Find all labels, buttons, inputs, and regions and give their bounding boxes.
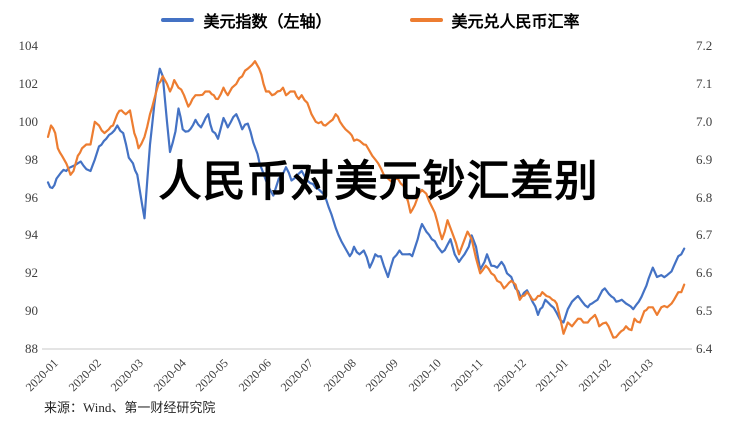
y-tick-label-right: 6.4: [696, 341, 713, 356]
y-tick-label-left: 96: [25, 189, 38, 205]
y-tick-label-left: 100: [18, 113, 39, 129]
y-tick-label-right: 6.8: [696, 189, 713, 205]
series-line-dxy: [46, 67, 686, 324]
y-tick-label-right: 7.1: [696, 75, 713, 91]
chart-title-watermark: 人民币对美元钞汇差别: [158, 158, 599, 206]
y-tick-label-left: 88: [25, 341, 38, 356]
source-note: 来源：Wind、第一财经研究院: [44, 400, 216, 415]
legend-line-swatch: [161, 18, 195, 22]
y-tick-label-right: 6.9: [696, 151, 713, 167]
y-tick-label-left: 102: [18, 75, 39, 91]
y-tick-label-right: 7.2: [696, 38, 713, 53]
legend-label: 美元指数（左轴）: [203, 14, 332, 31]
y-tick-label-left: 92: [25, 265, 38, 281]
legend-item-dxy: 美元指数（左轴）: [161, 8, 332, 32]
legend-label: 美元兑人民币汇率: [451, 14, 580, 31]
y-tick-label-left: 104: [18, 38, 39, 53]
y-tick-label-left: 90: [25, 303, 38, 319]
y-tick-label-right: 7.0: [696, 113, 713, 129]
legend-item-usdcny: 美元兑人民币汇率: [409, 8, 580, 32]
y-tick-label-left: 94: [25, 227, 38, 243]
series-line-usdcny: [46, 60, 686, 339]
y-tick-label-right: 6.7: [696, 227, 713, 243]
legend-line-swatch: [409, 18, 443, 22]
y-tick-label-right: 6.6: [696, 265, 713, 281]
y-tick-label-left: 98: [25, 151, 38, 167]
legend: 美元指数（左轴） 美元兑人民币汇率: [0, 8, 741, 32]
y-tick-label-right: 6.5: [696, 303, 713, 319]
